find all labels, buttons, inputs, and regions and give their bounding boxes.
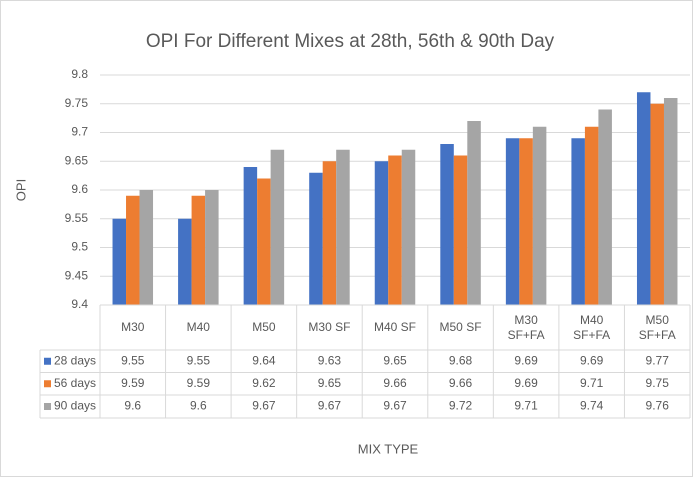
bar: [191, 195, 206, 305]
y-tick-label: 9.55: [65, 211, 89, 225]
x-tick-label: M50: [252, 320, 276, 334]
x-tick-label: M40 SF+FA: [573, 312, 611, 342]
x-axis-title: MIX TYPE: [358, 441, 419, 456]
bar: [126, 195, 140, 305]
table-value: 9.62: [252, 376, 276, 390]
table-value: 9.6: [190, 399, 207, 413]
bar: [388, 155, 402, 305]
bar: [309, 172, 323, 305]
table-value: 9.71: [580, 376, 604, 390]
bar: [650, 103, 664, 305]
bar: [519, 138, 533, 305]
bar: [453, 155, 468, 305]
y-tick-label: 9.5: [71, 240, 88, 254]
bar: [178, 218, 192, 305]
bar: [112, 218, 127, 305]
bar: [505, 138, 520, 305]
table-value: 9.66: [449, 376, 473, 390]
table-value: 9.63: [318, 353, 342, 367]
table-value: 9.55: [121, 353, 145, 367]
table-value: 9.59: [121, 376, 145, 390]
x-tick-label: M50 SF+FA: [638, 312, 676, 342]
x-tick-label: M30 SF: [308, 320, 351, 334]
bar: [571, 138, 585, 305]
x-tick-label: M40: [186, 320, 210, 334]
bar: [257, 178, 271, 305]
chart-title: OPI For Different Mixes at 28th, 56th & …: [146, 31, 555, 52]
y-tick-label: 9.4: [71, 297, 88, 311]
x-tick-label: M50 SF: [439, 320, 482, 334]
table-value: 9.77: [646, 353, 670, 367]
category-cell: M40: [186, 320, 210, 334]
table-value: 9.65: [383, 353, 407, 367]
bar: [270, 149, 285, 305]
category-cell: M30: [121, 320, 145, 334]
bar: [205, 190, 219, 305]
category-cell: M50 SF: [439, 320, 482, 334]
category-cell: M30 SF: [308, 320, 351, 334]
bar: [139, 190, 154, 305]
category-cell: M40 SF: [373, 320, 416, 334]
table-value: 9.72: [449, 399, 473, 413]
bar: [322, 161, 337, 305]
table-value: 9.68: [449, 353, 473, 367]
bar: [243, 167, 258, 305]
y-tick-label: 9.6: [71, 182, 88, 196]
table-value: 9.64: [252, 353, 276, 367]
table-value: 9.66: [383, 376, 407, 390]
bar: [336, 149, 350, 305]
table-value: 9.67: [252, 399, 276, 413]
legend-swatch: [44, 380, 51, 388]
y-tick-label: 9.8: [71, 67, 88, 81]
bar: [467, 121, 481, 305]
y-tick-label: 9.45: [65, 268, 89, 282]
bar: [598, 109, 612, 305]
table-value: 9.69: [580, 353, 604, 367]
bar: [636, 92, 651, 305]
x-tick-label: M30 SF+FA: [507, 312, 545, 342]
category-cell: M50: [252, 320, 276, 334]
table-value: 9.59: [187, 376, 211, 390]
y-axis-title: OPI: [13, 179, 28, 201]
bar: [663, 98, 678, 305]
legend-swatch: [44, 403, 51, 410]
x-tick-label: M30: [121, 320, 145, 334]
category-cell: M50 SF+FA: [638, 312, 676, 342]
legend-label: 28 days: [54, 353, 96, 367]
y-tick-label: 9.75: [65, 96, 89, 110]
table-value: 9.75: [646, 376, 670, 390]
category-cell: M30 SF+FA: [507, 312, 545, 342]
table-value: 9.69: [514, 353, 538, 367]
legend-label: 90 days: [54, 399, 96, 413]
table-value: 9.67: [383, 399, 407, 413]
bar: [401, 149, 416, 305]
table-value: 9.55: [187, 353, 211, 367]
table-value: 9.71: [514, 399, 538, 413]
table-value: 9.6: [124, 399, 141, 413]
x-tick-label: M40 SF: [373, 320, 416, 334]
bar: [440, 144, 454, 305]
table-value: 9.76: [646, 399, 670, 413]
y-tick-label: 9.65: [65, 153, 89, 167]
category-cell: M40 SF+FA: [573, 312, 611, 342]
bar: [584, 126, 599, 305]
bar: [532, 126, 547, 305]
table-value: 9.65: [318, 376, 342, 390]
bar: [374, 161, 389, 305]
table-value: 9.74: [580, 399, 604, 413]
y-tick-label: 9.7: [71, 125, 88, 139]
table-value: 9.67: [318, 399, 342, 413]
table-value: 9.69: [514, 376, 538, 390]
legend-label: 56 days: [54, 376, 96, 390]
legend-swatch: [44, 357, 51, 365]
